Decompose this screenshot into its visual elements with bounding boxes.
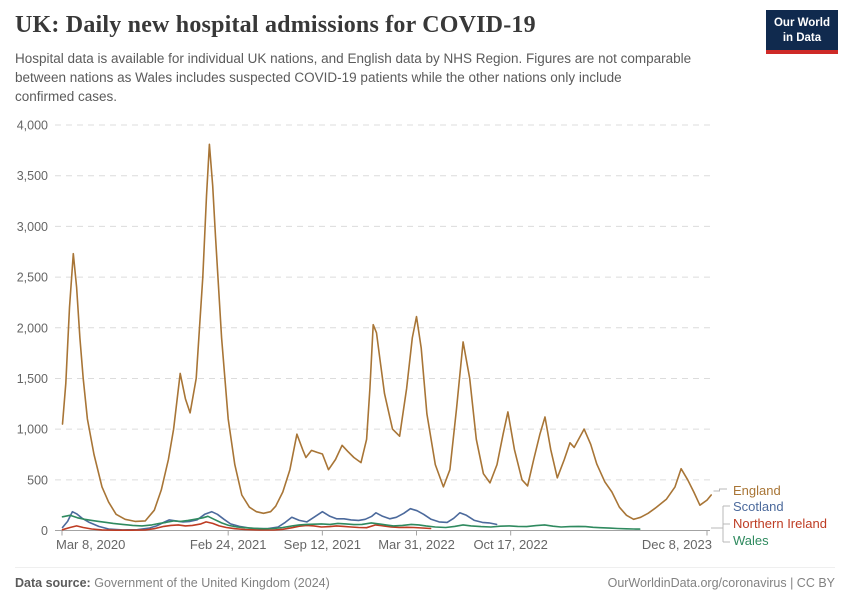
chart-subtitle: Hospital data is available for individua… — [15, 49, 763, 107]
y-tick-label: 3,000 — [17, 220, 48, 234]
y-tick-label: 2,500 — [17, 271, 48, 285]
subtitle-line: Hospital data is available for individua… — [15, 50, 692, 66]
legend-label-scotland[interactable]: Scotland — [733, 499, 784, 514]
subtitle-line: confirmed cases. — [15, 89, 118, 105]
y-tick-label: 0 — [41, 524, 48, 538]
legend-label-england[interactable]: England — [733, 483, 781, 498]
y-tick-label: 1,500 — [17, 372, 48, 386]
y-tick-label: 2,000 — [17, 321, 48, 335]
owid-logo-line2: in Data — [782, 31, 822, 44]
x-tick-label: Sep 12, 2021 — [284, 537, 361, 552]
data-source-value: Government of the United Kingdom (2024) — [94, 576, 330, 590]
legend-connector-england — [713, 488, 727, 492]
y-tick-label: 1,000 — [17, 423, 48, 437]
series-line-england[interactable] — [61, 143, 712, 523]
series-line-scotland[interactable] — [61, 507, 498, 531]
x-tick-label: Mar 31, 2022 — [378, 537, 455, 552]
y-tick-label: 500 — [27, 473, 48, 487]
owid-logo-line1: Our World — [773, 17, 830, 29]
legend-label-wales[interactable]: Wales — [733, 533, 769, 548]
x-tick-label: Oct 17, 2022 — [473, 537, 547, 552]
x-tick-label: Feb 24, 2021 — [190, 537, 267, 552]
credit-link[interactable]: OurWorldinData.org/coronavirus | CC BY — [607, 576, 835, 590]
x-tick-label: Mar 8, 2020 — [56, 537, 125, 552]
x-tick-label: Dec 8, 2023 — [642, 537, 712, 552]
chart-footer: Data source: Government of the United Ki… — [15, 567, 835, 590]
chart-title: UK: Daily new hospital admissions for CO… — [15, 12, 536, 38]
legend-label-northern-ireland[interactable]: Northern Ireland — [733, 516, 827, 531]
series-line-wales[interactable] — [61, 514, 641, 530]
subtitle-line: between nations as Wales includes suspec… — [15, 69, 622, 85]
y-tick-label: 4,000 — [17, 119, 48, 133]
legend-connector-group — [711, 505, 730, 543]
y-tick-label: 3,500 — [17, 169, 48, 183]
data-source: Data source: Government of the United Ki… — [15, 576, 330, 590]
chart-header: UK: Daily new hospital admissions for CO… — [15, 10, 838, 107]
series-line-northern-ireland[interactable] — [61, 521, 432, 531]
data-source-label: Data source: — [15, 576, 91, 590]
owid-logo[interactable]: Our World in Data — [765, 10, 838, 54]
